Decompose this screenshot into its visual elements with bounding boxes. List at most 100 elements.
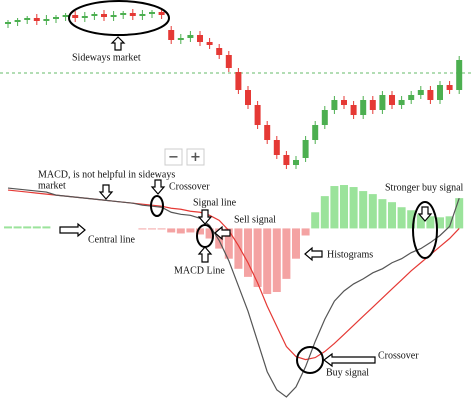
- annotation: Stronger buy signal: [385, 182, 464, 193]
- candle-body: [350, 105, 357, 115]
- ellipse: [412, 201, 438, 259]
- annotation: MACD, is not helpful in sideways: [38, 169, 175, 180]
- histogram-bar: [4, 226, 12, 229]
- series-line: [7, 187, 460, 398]
- candle-body: [245, 90, 251, 105]
- candle-body: [437, 85, 443, 100]
- histogram-bar: [330, 186, 339, 229]
- histogram-bar: [311, 212, 320, 229]
- annotation: Central line: [88, 234, 135, 245]
- histogram-bar: [445, 216, 454, 229]
- histogram-bar: [416, 214, 425, 229]
- candle-body: [360, 100, 367, 115]
- histogram-bar: [196, 228, 204, 235]
- candle-body: [129, 13, 136, 16]
- candle-body: [168, 30, 175, 40]
- histogram-bar: [263, 228, 272, 295]
- candle-body: [389, 95, 395, 105]
- histogram-bar: [359, 191, 368, 229]
- candle-body: [273, 140, 280, 155]
- annotation: Sell signal: [234, 214, 276, 225]
- histogram-bar: [186, 228, 195, 233]
- candle-body: [24, 18, 31, 20]
- candle-body: [446, 85, 453, 90]
- histogram-bar: [13, 226, 22, 229]
- candle-body: [417, 90, 424, 95]
- candle-body: [158, 12, 165, 15]
- candle-body: [187, 35, 194, 38]
- histogram-bar: [215, 228, 224, 249]
- arrow: [323, 352, 376, 368]
- candle-body: [14, 20, 21, 22]
- candle-body: [379, 95, 386, 110]
- histogram-bar: [23, 226, 32, 229]
- arrow: [110, 36, 126, 51]
- annotation: Signal line: [193, 197, 237, 208]
- histogram-bar: [138, 228, 147, 230]
- candle-body: [235, 72, 242, 90]
- candle-body: [177, 38, 184, 40]
- histogram-bar: [436, 217, 444, 229]
- histogram-bar: [42, 226, 51, 229]
- candle-body: [62, 15, 69, 17]
- ellipse: [68, 0, 170, 36]
- candle-body: [206, 42, 213, 45]
- zoom-in-button[interactable]: [186, 148, 205, 166]
- annotation: Buy signal: [326, 367, 369, 378]
- histogram-bar: [234, 228, 243, 269]
- candle-body: [120, 13, 127, 15]
- annotation: Crossover: [169, 181, 210, 192]
- candle-body: [398, 100, 405, 105]
- arrow: [214, 225, 231, 241]
- annotations: Sideways market − + MACD, is not helpful…: [38, 0, 464, 378]
- histogram-bar: [157, 228, 166, 230]
- annotation: Sideways market: [72, 52, 141, 63]
- annotation: market: [38, 180, 66, 191]
- candle-body: [33, 18, 40, 21]
- annotation: Histograms: [327, 249, 373, 260]
- candle-body: [43, 19, 50, 21]
- histogram-bar: [388, 202, 396, 229]
- candle-body: [427, 90, 434, 100]
- arrow: [417, 206, 433, 222]
- histogram-bar: [455, 198, 464, 229]
- zoom-in-label[interactable]: +: [190, 150, 201, 165]
- candle-body: [5, 22, 11, 24]
- histogram-bar: [253, 228, 262, 287]
- histogram-bar: [244, 228, 252, 277]
- annotation: MACD Line: [174, 265, 225, 276]
- candle-body: [197, 35, 203, 42]
- histogram-bar: [378, 199, 387, 229]
- zoom-out-button[interactable]: [164, 148, 183, 166]
- ellipse: [150, 195, 164, 217]
- candle-body: [293, 160, 299, 165]
- candle-body: [110, 15, 117, 17]
- arrow: [197, 246, 213, 263]
- zoom-out-label[interactable]: −: [168, 150, 179, 165]
- candle-body: [302, 140, 309, 158]
- histogram-bar: [224, 228, 233, 259]
- candle-body: [53, 17, 59, 19]
- histogram-bar: [292, 228, 300, 259]
- candle-body: [283, 155, 290, 165]
- candle-body: [264, 125, 271, 140]
- histogram-bar: [426, 216, 435, 229]
- candle-body: [139, 14, 146, 16]
- histogram-bar: [301, 228, 310, 236]
- arrow: [197, 209, 213, 225]
- candle-body: [72, 15, 79, 18]
- candle-body: [312, 125, 319, 140]
- histogram-bar: [32, 226, 41, 229]
- arrow: [59, 222, 86, 238]
- arrow: [98, 184, 114, 200]
- arrow: [304, 246, 323, 262]
- histogram-bar: [148, 228, 156, 230]
- candle-body: [81, 16, 88, 18]
- candle-body: [369, 100, 376, 110]
- plot-area: [0, 8, 474, 398]
- circle: [296, 346, 324, 374]
- histogram-bar: [272, 228, 281, 293]
- candle-body: [331, 100, 338, 110]
- candle-body: [101, 14, 107, 17]
